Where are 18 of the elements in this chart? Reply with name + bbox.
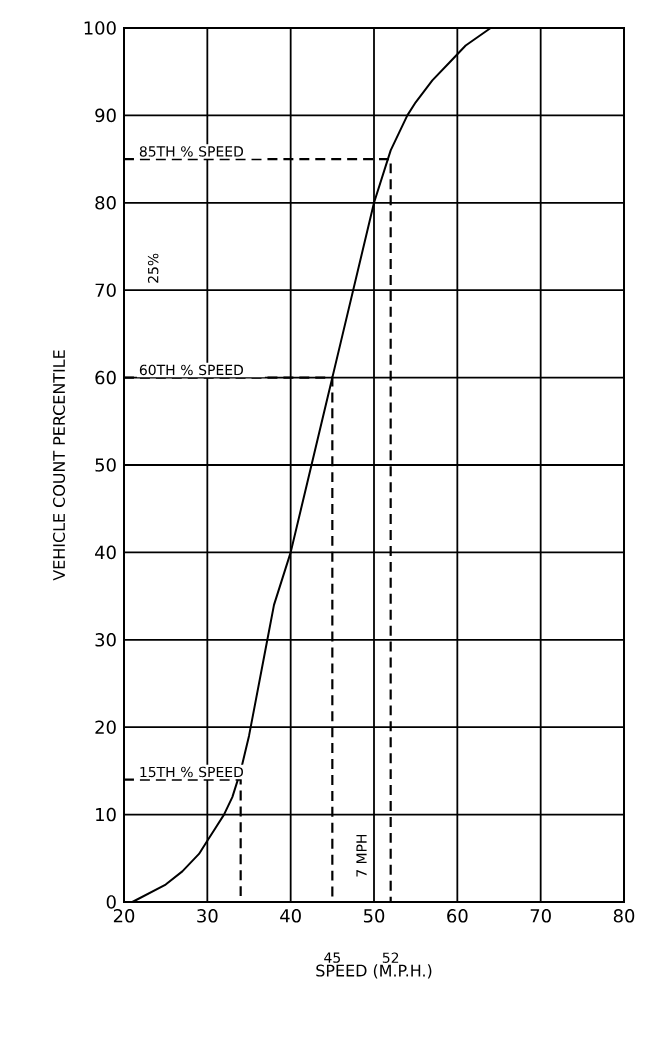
y-tick-label: 0 <box>106 895 116 909</box>
y-tick-label: 70 <box>95 283 116 297</box>
y-tick-label: 10 <box>96 807 116 822</box>
y-tick-label: 100 <box>84 21 116 35</box>
x-tick-label: 20 <box>113 909 135 923</box>
x-tick-label: 40 <box>280 909 301 923</box>
x-tick-label: 60 <box>447 909 468 923</box>
y-tick-label: 90 <box>95 108 116 123</box>
x-tick-label: 70 <box>530 909 551 923</box>
y-tick-label: 50 <box>95 458 116 472</box>
y-tick-label: 60 <box>95 370 116 385</box>
y-tick-label: 80 <box>95 196 116 210</box>
x-tick-label: 30 <box>197 909 218 923</box>
y-tick-label: 30 <box>95 633 116 647</box>
x-tick-label: 50 <box>363 909 385 923</box>
x-tick-label: 80 <box>613 909 635 923</box>
y-tick-label: 20 <box>95 720 116 734</box>
y-tick-label: 40 <box>95 545 116 560</box>
